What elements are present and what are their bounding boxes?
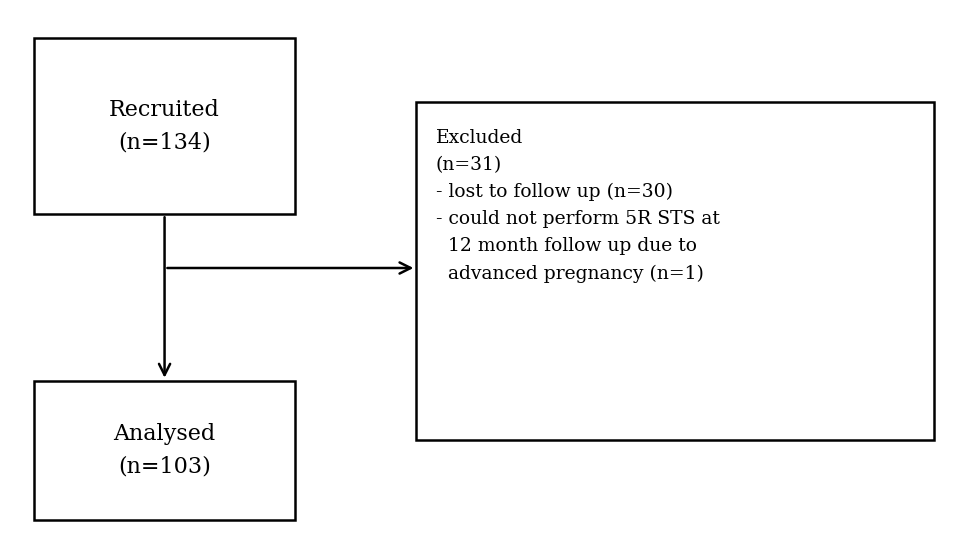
Bar (416, 102, 934, 440)
Text: Excluded
(n=31)
- lost to follow up (n=30)
- could not perform 5R STS at
  12 mo: Excluded (n=31) - lost to follow up (n=3… (436, 129, 719, 283)
Text: Recruited
(n=134): Recruited (n=134) (109, 99, 220, 153)
Bar (34, 38, 295, 214)
Bar (34, 381, 295, 520)
Text: Analysed
(n=103): Analysed (n=103) (113, 423, 216, 478)
